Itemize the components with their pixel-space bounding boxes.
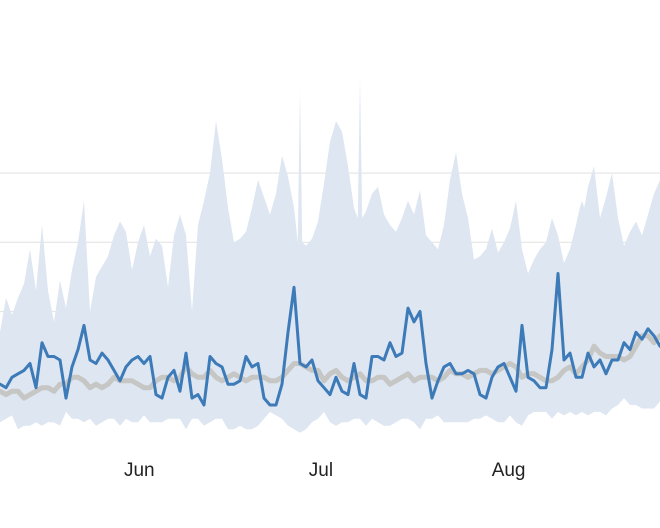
x-tick-label-jul: Jul <box>309 460 333 481</box>
median-series <box>0 333 660 401</box>
x-tick-label-jun: Jun <box>124 460 155 481</box>
x-tick-label-aug: Aug <box>492 460 526 481</box>
band-area <box>0 76 660 433</box>
x-axis-ticks: Jun Jul Aug <box>124 460 526 481</box>
series-line <box>0 272 660 407</box>
main-series <box>0 272 660 407</box>
median-line <box>0 333 660 401</box>
confidence-band <box>0 76 660 433</box>
